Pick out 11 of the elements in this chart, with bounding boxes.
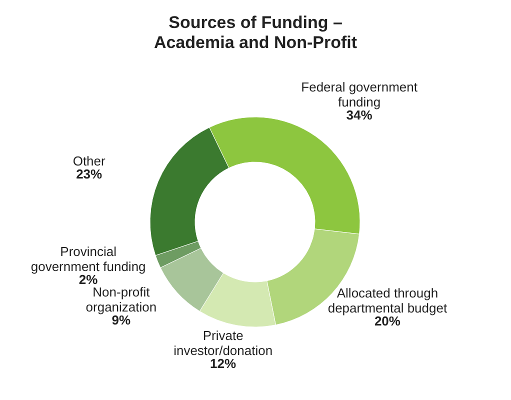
slice-label: Federal government funding <box>301 80 418 110</box>
slice-label: Provincial government funding <box>30 244 146 274</box>
data-label: 20% <box>374 313 401 328</box>
data-label: 23% <box>76 166 103 182</box>
data-label: 12% <box>210 356 237 371</box>
slice-label: Other <box>72 153 106 168</box>
slice-label: Private investor/donation <box>174 328 273 358</box>
data-label: 34% <box>346 108 373 123</box>
slice-label: Allocated through departmental budget <box>328 285 448 316</box>
chart-title: Sources of Funding – Academia and Non-Profit <box>154 13 358 52</box>
data-label: 9% <box>112 312 132 328</box>
